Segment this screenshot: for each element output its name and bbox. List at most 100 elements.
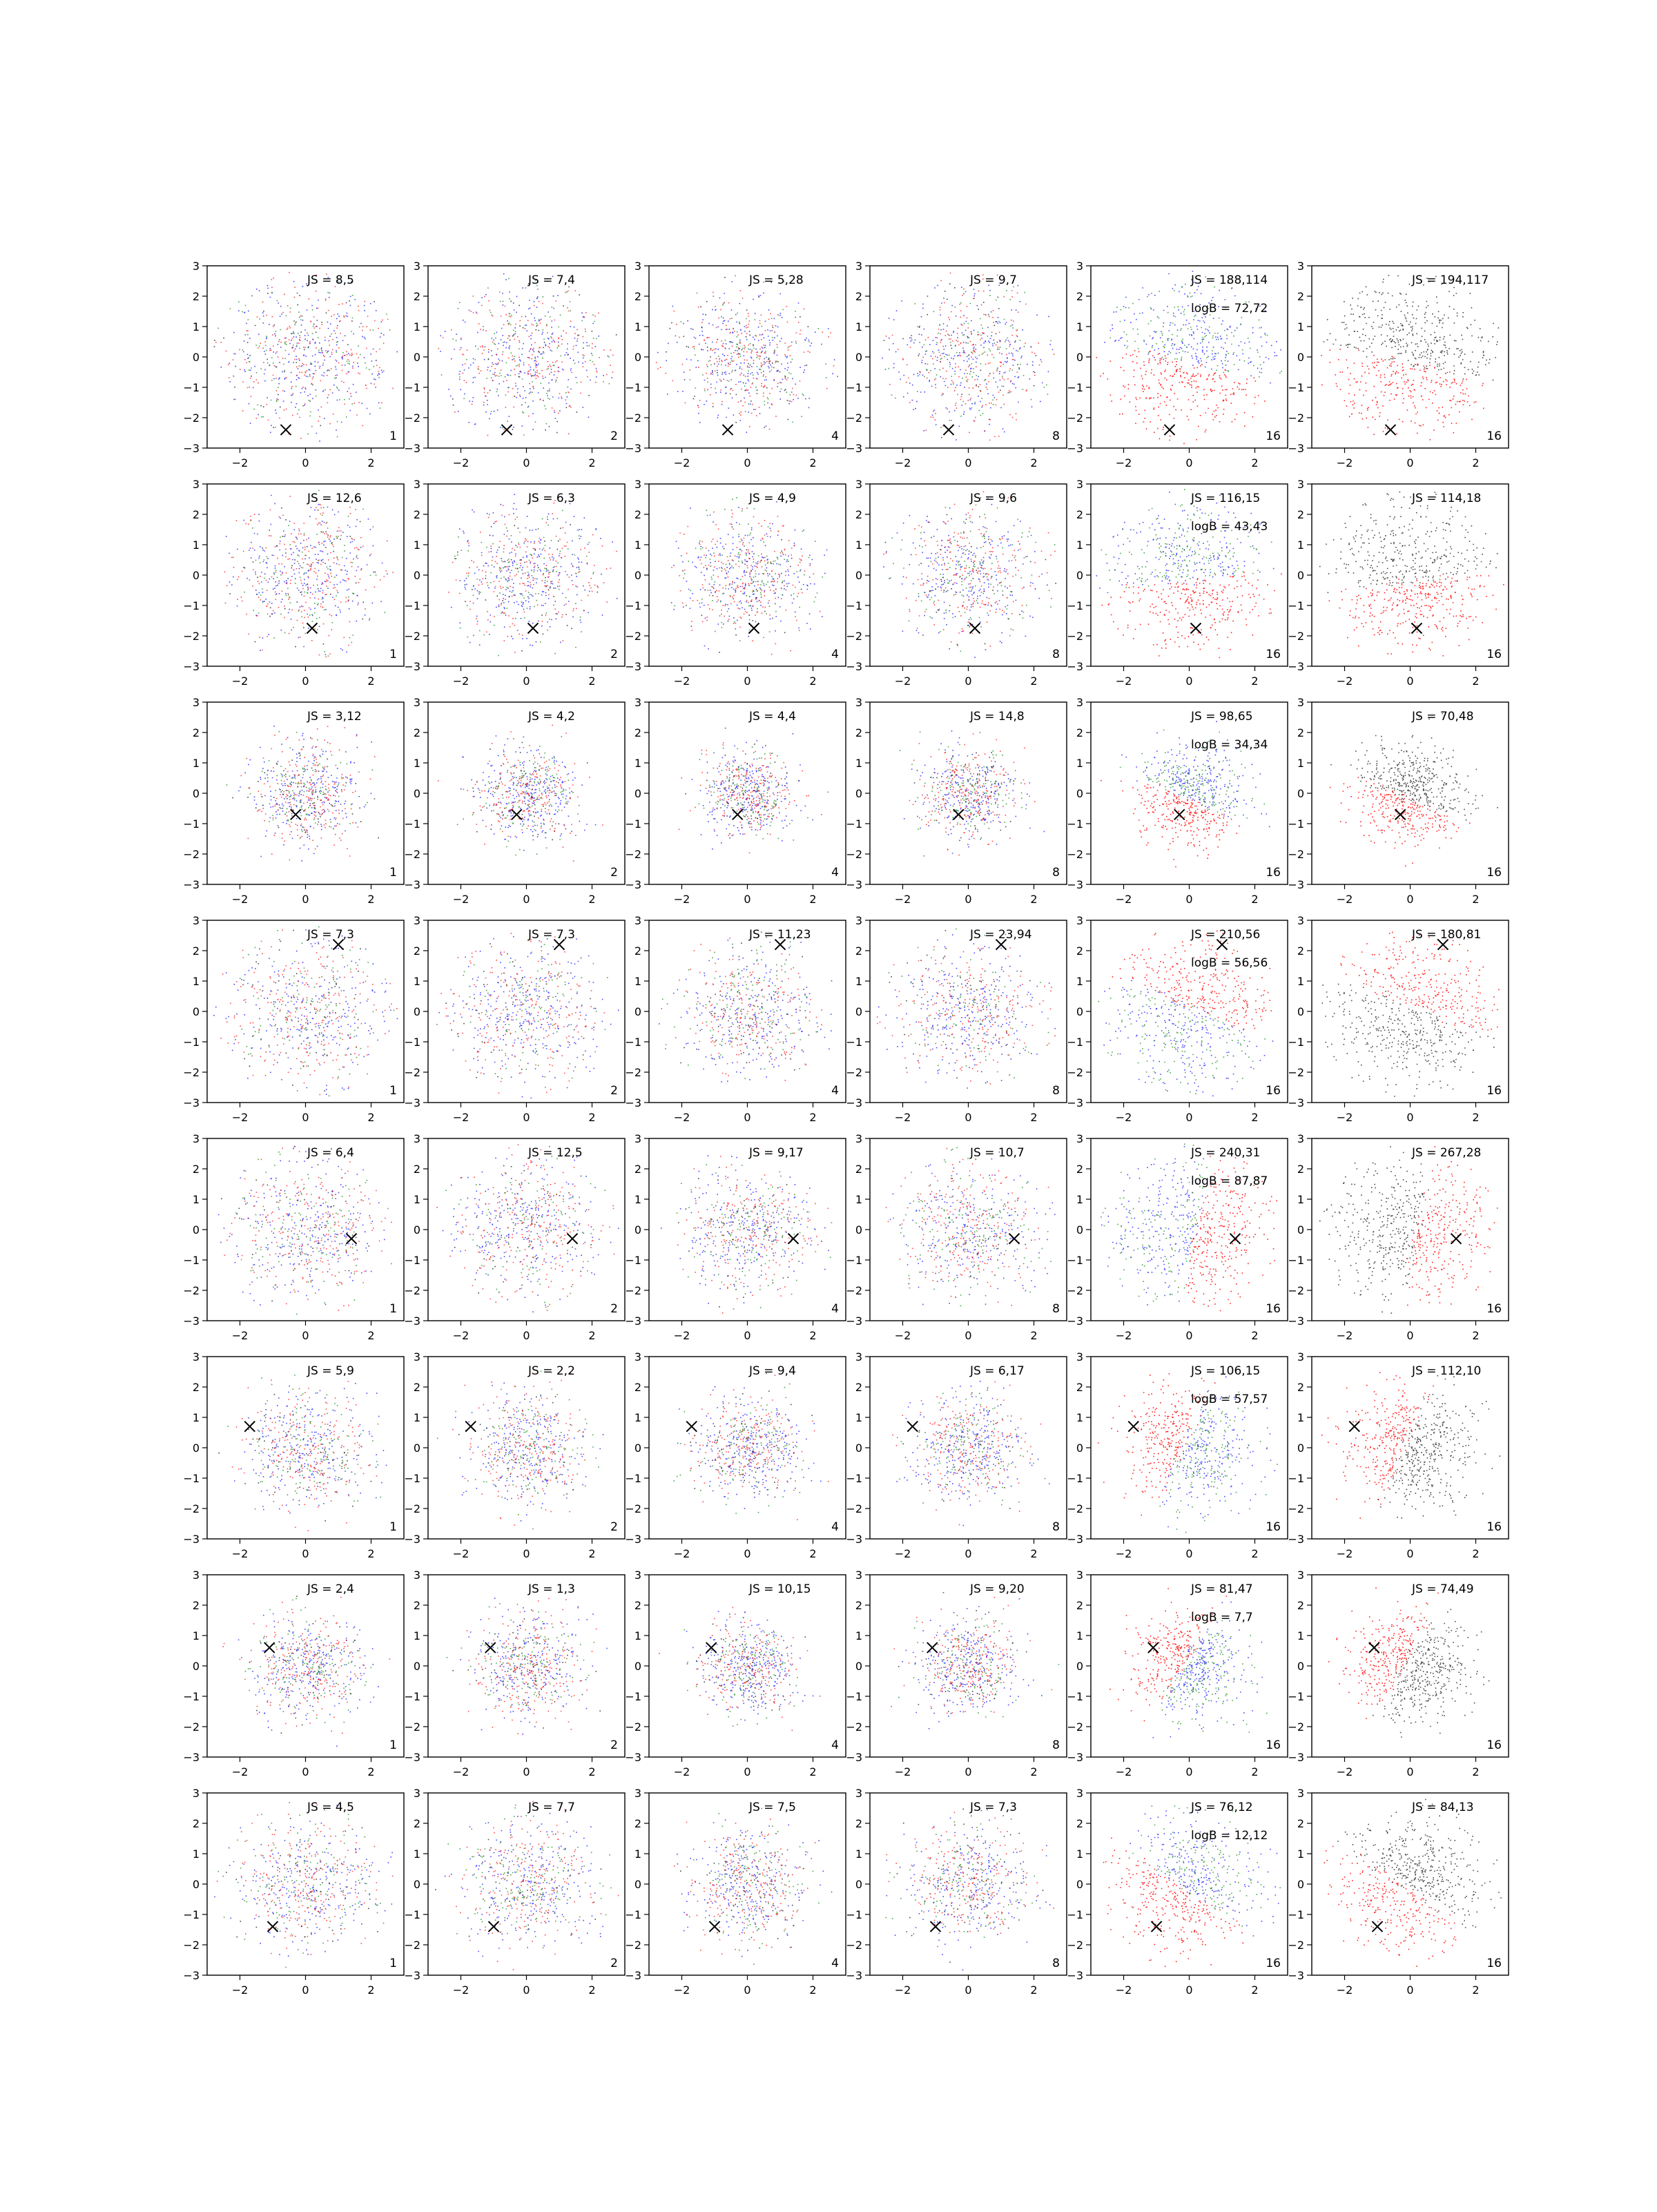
axes-frame bbox=[869, 265, 1067, 449]
y-tick-label: −2 bbox=[183, 1066, 200, 1079]
y-tick-label: 0 bbox=[414, 1005, 420, 1018]
y-tick-label: −1 bbox=[1067, 1690, 1083, 1703]
js-label: JS = 7,3 bbox=[307, 928, 354, 942]
y-tick-label: 2 bbox=[634, 1599, 641, 1612]
points-green bbox=[676, 1164, 831, 1310]
y-tick-label: 2 bbox=[634, 726, 641, 739]
axes-frame bbox=[206, 1574, 405, 1758]
y-tick-label: −1 bbox=[846, 1690, 862, 1703]
y-tick-label: −2 bbox=[625, 1502, 641, 1515]
js-label: JS = 8,5 bbox=[307, 273, 354, 287]
y-tick-label: 3 bbox=[1076, 1132, 1083, 1145]
y-tick-label: −2 bbox=[625, 848, 641, 861]
y-tick-label: 2 bbox=[414, 290, 420, 303]
x-tick-label: 0 bbox=[302, 1329, 309, 1342]
y-tick-label: −2 bbox=[1288, 630, 1304, 643]
points-red bbox=[892, 1381, 1042, 1526]
y-tick-label: 2 bbox=[634, 944, 641, 958]
panel-r8-c3: −2 0 2 −3 −2 −1 0 1 2 3 JS = 7,5 4 bbox=[625, 1787, 846, 1997]
x-marker bbox=[501, 424, 513, 436]
points-green bbox=[1132, 1805, 1281, 1927]
x-tick-label: 0 bbox=[302, 1983, 309, 1997]
points-red bbox=[1324, 1845, 1457, 1967]
points-red bbox=[452, 1372, 586, 1526]
y-tick-label: 0 bbox=[414, 1878, 420, 1891]
x-tick-label: 2 bbox=[1472, 1983, 1479, 1997]
y-tick-label: 1 bbox=[1297, 757, 1304, 770]
points-black bbox=[666, 277, 811, 428]
x-tick-label: 2 bbox=[1472, 1547, 1479, 1560]
panel-r7-c2: −2 0 2 −3 −2 −1 0 1 2 3 JS = 1,3 2 bbox=[404, 1569, 626, 1778]
y-tick-label: 3 bbox=[1297, 1569, 1304, 1582]
y-tick-label: 0 bbox=[193, 569, 200, 582]
y-tick-label: −1 bbox=[404, 1036, 420, 1049]
js-label: JS = 6,3 bbox=[527, 492, 575, 505]
x-tick-label: −2 bbox=[674, 1111, 690, 1124]
panel-r7-c5: −2 0 2 −3 −2 −1 0 1 2 3 JS = 81,47 logB = 7,7 16 bbox=[1067, 1569, 1288, 1778]
x-tick-label: 2 bbox=[1030, 675, 1037, 688]
y-tick-label: −1 bbox=[183, 1036, 200, 1049]
y-tick-label: 0 bbox=[1076, 1223, 1083, 1236]
y-tick-label: −2 bbox=[1067, 1284, 1083, 1297]
x-tick-label: 2 bbox=[1472, 1111, 1479, 1124]
x-tick-label: 0 bbox=[1185, 893, 1192, 906]
x-tick-label: 2 bbox=[1472, 456, 1479, 469]
x-tick-label: −2 bbox=[1337, 1111, 1353, 1124]
js-label: JS = 10,7 bbox=[969, 1146, 1025, 1160]
js-label: JS = 4,9 bbox=[748, 492, 796, 505]
js-label: JS = 10,15 bbox=[748, 1582, 811, 1596]
x-tick-label: −2 bbox=[1116, 1111, 1132, 1124]
y-tick-label: −1 bbox=[183, 599, 200, 612]
y-tick-label: 0 bbox=[1076, 1878, 1083, 1891]
y-tick-label: 2 bbox=[1076, 944, 1083, 958]
y-tick-label: 1 bbox=[193, 539, 200, 552]
y-tick-label: −3 bbox=[1288, 878, 1304, 891]
y-tick-label: −3 bbox=[846, 660, 862, 673]
y-tick-label: 0 bbox=[634, 569, 641, 582]
y-tick-label: 1 bbox=[193, 975, 200, 988]
logb-label: logB = 72,72 bbox=[1191, 302, 1268, 316]
y-tick-label: 3 bbox=[1297, 696, 1304, 709]
x-tick-label: 2 bbox=[1030, 1547, 1037, 1560]
x-tick-label: −2 bbox=[453, 893, 469, 906]
y-tick-label: −2 bbox=[846, 1066, 862, 1079]
y-tick-label: 0 bbox=[1297, 1223, 1304, 1236]
corner-label: 4 bbox=[831, 1957, 839, 1970]
y-tick-label: 1 bbox=[855, 320, 862, 333]
x-tick-label: 0 bbox=[302, 675, 309, 688]
js-label: JS = 9,17 bbox=[748, 1146, 804, 1160]
y-tick-label: −2 bbox=[625, 411, 641, 425]
axes-frame bbox=[648, 265, 846, 449]
x-marker bbox=[566, 1232, 579, 1245]
points-red bbox=[885, 272, 1055, 441]
x-tick-label: 0 bbox=[523, 1111, 530, 1124]
x-tick-label: −2 bbox=[674, 456, 690, 469]
x-tick-label: 2 bbox=[1030, 1983, 1037, 1997]
axes-frame bbox=[1090, 920, 1288, 1103]
points-blue bbox=[238, 1613, 379, 1747]
y-tick-label: −1 bbox=[404, 1472, 420, 1485]
y-tick-label: −1 bbox=[1288, 381, 1304, 394]
x-tick-label: 0 bbox=[744, 1111, 750, 1124]
x-tick-label: 2 bbox=[809, 1547, 816, 1560]
y-tick-label: 1 bbox=[193, 1847, 200, 1861]
y-tick-label: 3 bbox=[1297, 1132, 1304, 1145]
corner-label: 1 bbox=[389, 1520, 397, 1534]
js-label: JS = 76,12 bbox=[1190, 1801, 1253, 1814]
scatter-points bbox=[1097, 1373, 1278, 1533]
x-tick-label: 2 bbox=[809, 1111, 816, 1124]
corner-label: 16 bbox=[1266, 1302, 1281, 1316]
y-tick-label: 1 bbox=[634, 1193, 641, 1206]
points-green bbox=[888, 286, 1052, 428]
x-tick-label: 0 bbox=[744, 1765, 750, 1778]
x-tick-label: 0 bbox=[523, 1765, 530, 1778]
js-label: JS = 112,10 bbox=[1411, 1364, 1481, 1378]
y-tick-label: −2 bbox=[404, 630, 420, 643]
x-tick-label: 2 bbox=[588, 1111, 595, 1124]
y-tick-label: 0 bbox=[634, 351, 641, 364]
x-marker bbox=[1163, 424, 1176, 436]
points-green bbox=[1161, 1620, 1268, 1733]
axes-frame bbox=[427, 265, 626, 449]
js-label: JS = 5,9 bbox=[307, 1364, 354, 1378]
points-black bbox=[913, 752, 1011, 842]
